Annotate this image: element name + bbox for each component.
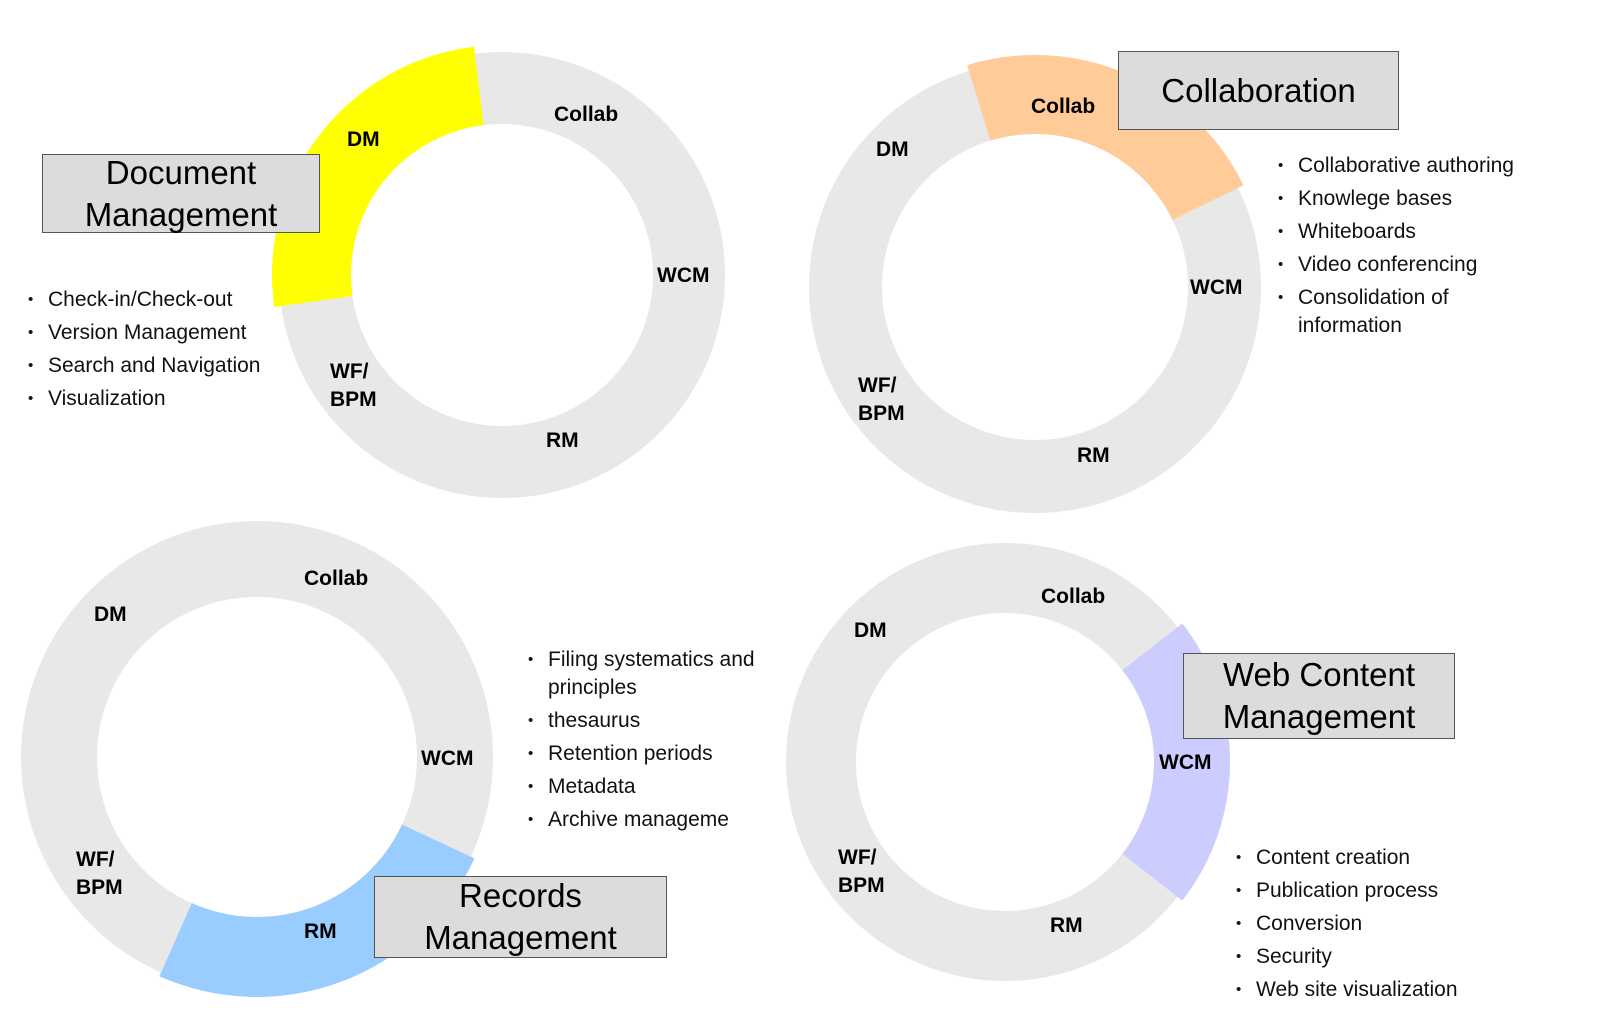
title-box-web-content-management: Web Content Management	[1183, 653, 1455, 739]
ring4-label-wfbpm: WF/BPM	[838, 844, 885, 900]
ring3-label-dm: DM	[94, 603, 127, 626]
bpm-text: BPM	[76, 876, 123, 899]
wf-text: WF/	[76, 848, 115, 871]
ring2-label-wcm: WCM	[1190, 276, 1243, 299]
bullet-item: Consolidation of information	[1278, 284, 1488, 340]
bpm-text: BPM	[858, 402, 905, 425]
bullet-item: Version Management	[28, 319, 260, 347]
title-line: Document	[105, 153, 257, 191]
ring4-label-dm: DM	[854, 619, 887, 642]
bullet-item: Knowlege bases	[1278, 185, 1548, 213]
title-box-collaboration: Collaboration	[1118, 51, 1399, 130]
bpm-text: BPM	[330, 388, 377, 411]
ring2-label-rm: RM	[1077, 444, 1110, 467]
ring1-label-dm: DM	[347, 128, 380, 151]
title-line: Management	[424, 919, 617, 956]
ring2-label-wfbpm: WF/BPM	[858, 372, 905, 428]
title-box-records-management: Records Management	[374, 876, 667, 958]
ring3-label-rm: RM	[304, 920, 337, 943]
ring4-label-collab: Collab	[1041, 585, 1106, 608]
bullet-item: Security	[1236, 943, 1458, 971]
bullets-dm: Check-in/Check-out Version Management Se…	[28, 286, 260, 418]
ring1-label-rm: RM	[546, 429, 579, 452]
bullet-item: thesaurus	[528, 707, 756, 735]
highlight-segment-dm	[272, 46, 484, 308]
ring1-label-collab: Collab	[554, 103, 619, 126]
bullet-item: Filing systematics and principles	[528, 646, 756, 702]
ring2-label-collab: Collab	[1031, 95, 1096, 118]
bullet-item: Publication process	[1236, 877, 1458, 905]
bullet-item: Whiteboards	[1278, 218, 1548, 246]
highlight-segment-collab	[967, 54, 1244, 220]
ring4-label-rm: RM	[1050, 914, 1083, 937]
title-line: Management	[84, 195, 278, 233]
title-line: Records	[459, 877, 582, 914]
wf-text: WF/	[330, 360, 369, 383]
ring3-label-wcm: WCM	[421, 747, 474, 770]
title-box-document-management: Document Management	[42, 154, 320, 233]
bullets-rm: Filing systematics and principles thesau…	[528, 646, 756, 839]
bullet-item: Content creation	[1236, 844, 1458, 872]
ring2-label-dm: DM	[876, 138, 909, 161]
bullet-item: Visualization	[28, 385, 260, 413]
bullet-item: Archive manageme	[528, 806, 756, 834]
bullet-item: Video conferencing	[1278, 251, 1548, 279]
bullet-item: Conversion	[1236, 910, 1458, 938]
bullet-item: Metadata	[528, 773, 756, 801]
ring1-label-wcm: WCM	[657, 264, 710, 287]
ring3-label-wfbpm: WF/BPM	[76, 846, 123, 902]
ring4-label-wcm: WCM	[1159, 751, 1212, 774]
title-line: Web Content	[1222, 656, 1415, 693]
bullets-wcm: Content creation Publication process Con…	[1236, 844, 1458, 1009]
title-line: Management	[1222, 698, 1416, 735]
bullet-item: Search and Navigation	[28, 352, 260, 380]
bpm-text: BPM	[838, 874, 885, 897]
bullet-item: Retention periods	[528, 740, 756, 768]
bullet-item: Collaborative authoring	[1278, 152, 1548, 180]
bullet-item: Check-in/Check-out	[28, 286, 260, 314]
wf-text: WF/	[858, 374, 897, 397]
bullets-collab: Collaborative authoring Knowlege bases W…	[1278, 152, 1548, 345]
bullet-item: Web site visualization	[1236, 976, 1458, 1004]
title-line: Collaboration	[1161, 71, 1356, 109]
highlight-segment-rm	[159, 824, 475, 998]
ring1-label-wfbpm: WF/BPM	[330, 358, 377, 414]
wf-text: WF/	[838, 846, 877, 869]
ring3-label-collab: Collab	[304, 567, 369, 590]
